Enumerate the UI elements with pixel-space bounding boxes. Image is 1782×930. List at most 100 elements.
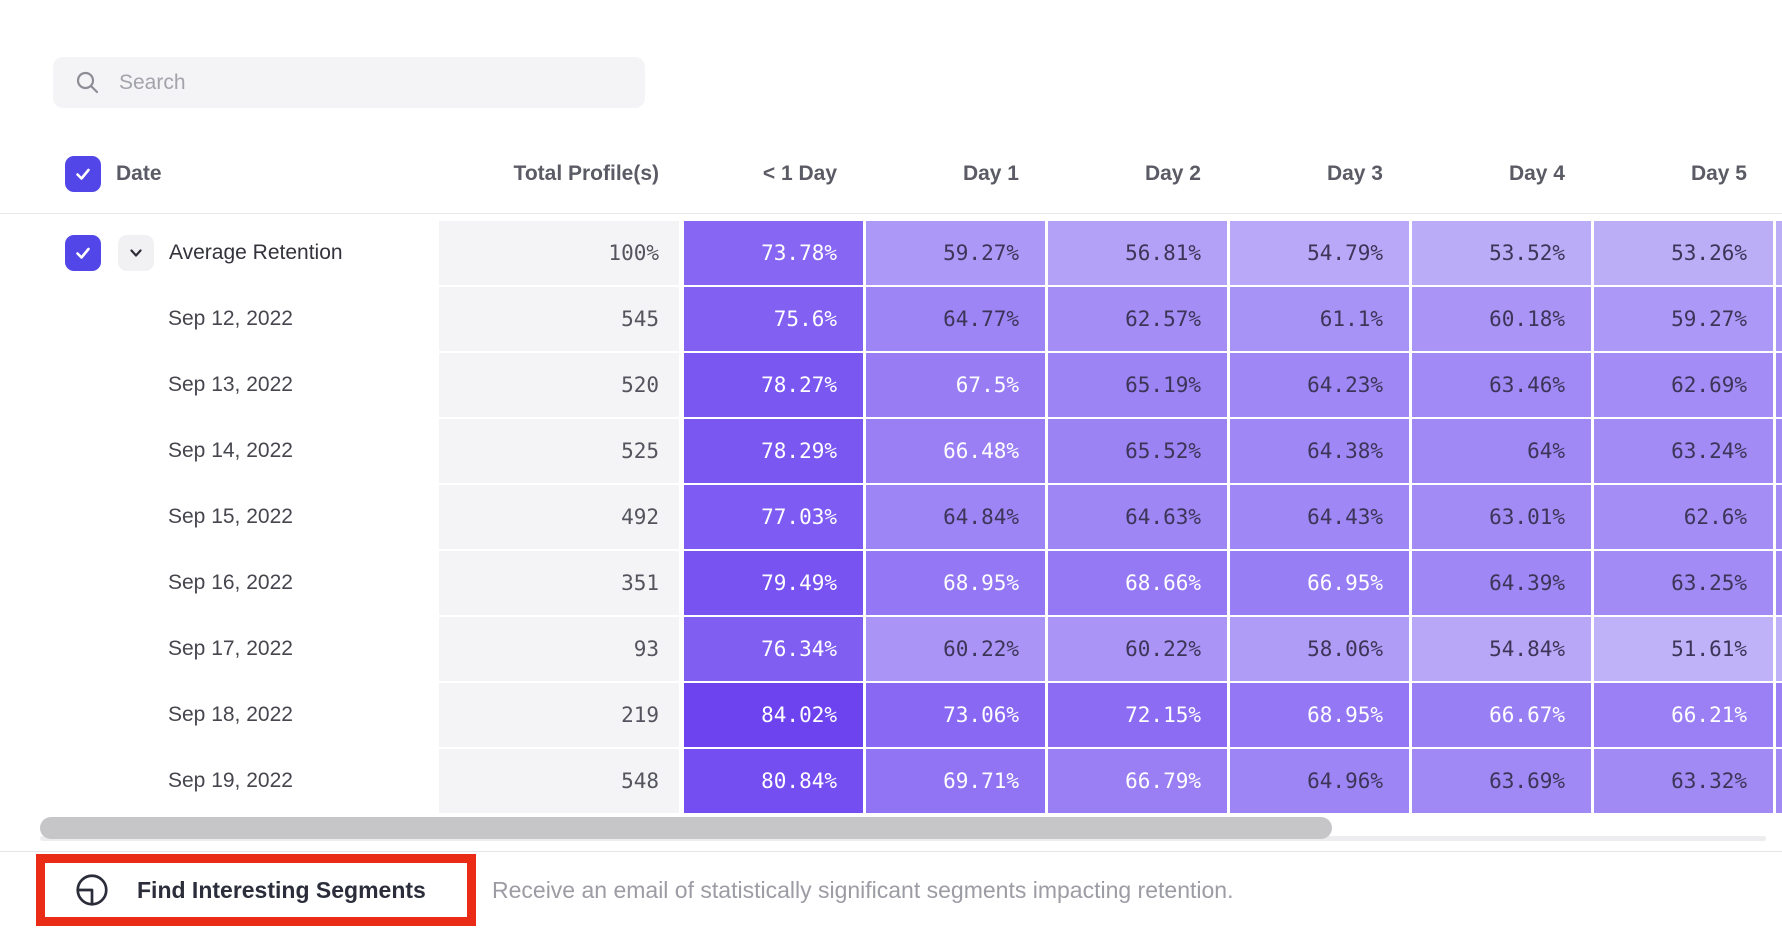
retention-cell[interactable]: 80.84% (684, 749, 863, 813)
search-icon (76, 71, 99, 93)
retention-cell[interactable]: 68.66% (1048, 551, 1227, 615)
retention-cell[interactable]: 78.27% (684, 353, 863, 417)
header-divider (0, 213, 1782, 214)
retention-cell[interactable]: 66.48% (866, 419, 1045, 483)
checkmark-icon (76, 168, 90, 180)
retention-cell[interactable]: 53.52% (1412, 221, 1591, 285)
retention-cell[interactable]: 64.39% (1412, 551, 1591, 615)
table-row: Sep 18, 2022 219 84.02% 73.06% 72.15% 68.95% 6… (0, 683, 1782, 747)
retention-cell[interactable]: 60.22% (1048, 617, 1227, 681)
total-profiles-cell: 93 (439, 617, 679, 681)
retention-cell[interactable]: 62.69% (1594, 353, 1773, 417)
total-profiles-cell: 492 (439, 485, 679, 549)
retention-cell[interactable]: 77.03% (684, 485, 863, 549)
checkmark-icon (76, 247, 90, 259)
retention-cell[interactable]: 66.95% (1230, 551, 1409, 615)
row-label: Sep 12, 2022 (168, 307, 293, 330)
retention-cell[interactable]: 76.34% (684, 617, 863, 681)
retention-cell[interactable]: 59.27% (866, 221, 1045, 285)
footer-description: Receive an email of statistically signif… (492, 876, 1234, 903)
retention-cell[interactable]: 64.96% (1230, 749, 1409, 813)
header-day-label: Day 3 (1326, 161, 1383, 185)
table-row: Sep 16, 2022 351 79.49% 68.95% 68.66% 66.95% 6… (0, 551, 1782, 615)
retention-cell[interactable]: 64.63% (1048, 485, 1227, 549)
retention-cell[interactable]: 64.43% (1230, 485, 1409, 549)
retention-cell[interactable]: 79.49% (684, 551, 863, 615)
retention-cell-overflow (1776, 551, 1782, 615)
table-header-row: Date Total Profile(s) < 1 Day Day 1 Day 2 D… (0, 134, 1782, 213)
retention-cell-overflow (1776, 221, 1782, 285)
retention-cell[interactable]: 63.25% (1594, 551, 1773, 615)
retention-cell[interactable]: 68.95% (866, 551, 1045, 615)
retention-cell-overflow (1776, 287, 1782, 351)
retention-cell[interactable]: 63.01% (1412, 485, 1591, 549)
retention-cell[interactable]: 63.69% (1412, 749, 1591, 813)
retention-cell[interactable]: 51.61% (1594, 617, 1773, 681)
horizontal-scrollbar-thumb[interactable] (40, 817, 1332, 839)
header-date-checkbox[interactable] (65, 155, 101, 192)
retention-cell[interactable]: 63.46% (1412, 353, 1591, 417)
retention-cell[interactable]: 60.18% (1412, 287, 1591, 351)
table-row: Sep 13, 2022 520 78.27% 67.5% 65.19% 64.23% 63… (0, 353, 1782, 417)
row-checkbox[interactable] (65, 235, 101, 271)
retention-cell[interactable]: 61.1% (1230, 287, 1409, 351)
retention-cell[interactable]: 73.06% (866, 683, 1045, 747)
retention-cell[interactable]: 84.02% (684, 683, 863, 747)
retention-cell[interactable]: 68.95% (1230, 683, 1409, 747)
table-row: Average Retention 100% 73.78% 59.27% 56.81% 5… (0, 221, 1782, 285)
retention-cell[interactable]: 62.6% (1594, 485, 1773, 549)
footer-divider (0, 851, 1782, 852)
row-expand-button[interactable] (118, 235, 154, 271)
retention-cell[interactable]: 66.67% (1412, 683, 1591, 747)
retention-cell[interactable]: 64.77% (866, 287, 1045, 351)
retention-cell-overflow (1776, 485, 1782, 549)
retention-cell[interactable]: 59.27% (1594, 287, 1773, 351)
retention-cell[interactable]: 54.84% (1412, 617, 1591, 681)
retention-cell-overflow (1776, 683, 1782, 747)
row-label: Sep 13, 2022 (168, 373, 293, 396)
table-row: Sep 19, 2022 548 80.84% 69.71% 66.79% 64.96% 6… (0, 749, 1782, 813)
retention-cell[interactable]: 64.38% (1230, 419, 1409, 483)
row-label: Sep 15, 2022 (168, 505, 293, 528)
retention-cell[interactable]: 67.5% (866, 353, 1045, 417)
retention-cell[interactable]: 63.32% (1594, 749, 1773, 813)
retention-cell[interactable]: 65.52% (1048, 419, 1227, 483)
retention-cell[interactable]: 54.79% (1230, 221, 1409, 285)
retention-cell[interactable]: 63.24% (1594, 419, 1773, 483)
retention-cell[interactable]: 62.57% (1048, 287, 1227, 351)
retention-cell[interactable]: 58.06% (1230, 617, 1409, 681)
header-date-label: Date (116, 161, 162, 185)
header-day-label: Day 4 (1508, 161, 1565, 185)
retention-cell[interactable]: 64.23% (1230, 353, 1409, 417)
find-interesting-segments-label: Find Interesting Segments (137, 876, 426, 903)
retention-cell[interactable]: 65.19% (1048, 353, 1227, 417)
row-label: Sep 19, 2022 (168, 769, 293, 792)
retention-cell[interactable]: 56.81% (1048, 221, 1227, 285)
row-label: Sep 14, 2022 (168, 439, 293, 462)
retention-cell-overflow (1776, 419, 1782, 483)
table-row: Sep 14, 2022 525 78.29% 66.48% 65.52% 64.38% 6… (0, 419, 1782, 483)
retention-cell[interactable]: 69.71% (866, 749, 1045, 813)
retention-cell[interactable]: 73.78% (684, 221, 863, 285)
total-profiles-cell: 219 (439, 683, 679, 747)
total-profiles-cell: 520 (439, 353, 679, 417)
total-profiles-cell: 548 (439, 749, 679, 813)
retention-table: Date Total Profile(s) < 1 Day Day 1 Day 2 D… (0, 134, 1782, 815)
retention-cell[interactable]: 64% (1412, 419, 1591, 483)
interesting-segments-icon (76, 874, 108, 906)
header-day-label: < 1 Day (762, 161, 837, 185)
row-label: Sep 18, 2022 (168, 703, 293, 726)
retention-cell[interactable]: 64.84% (866, 485, 1045, 549)
retention-cell[interactable]: 78.29% (684, 419, 863, 483)
chevron-down-icon (130, 249, 142, 257)
search-bar (53, 57, 645, 108)
retention-cell[interactable]: 60.22% (866, 617, 1045, 681)
retention-cell[interactable]: 75.6% (684, 287, 863, 351)
retention-cell[interactable]: 66.79% (1048, 749, 1227, 813)
table-body: Average Retention 100% 73.78% 59.27% 56.81% 5… (0, 221, 1782, 813)
search-input[interactable] (117, 69, 601, 96)
retention-cell[interactable]: 53.26% (1594, 221, 1773, 285)
retention-cell[interactable]: 66.21% (1594, 683, 1773, 747)
find-interesting-segments-button[interactable]: Find Interesting Segments (36, 854, 476, 926)
retention-cell[interactable]: 72.15% (1048, 683, 1227, 747)
